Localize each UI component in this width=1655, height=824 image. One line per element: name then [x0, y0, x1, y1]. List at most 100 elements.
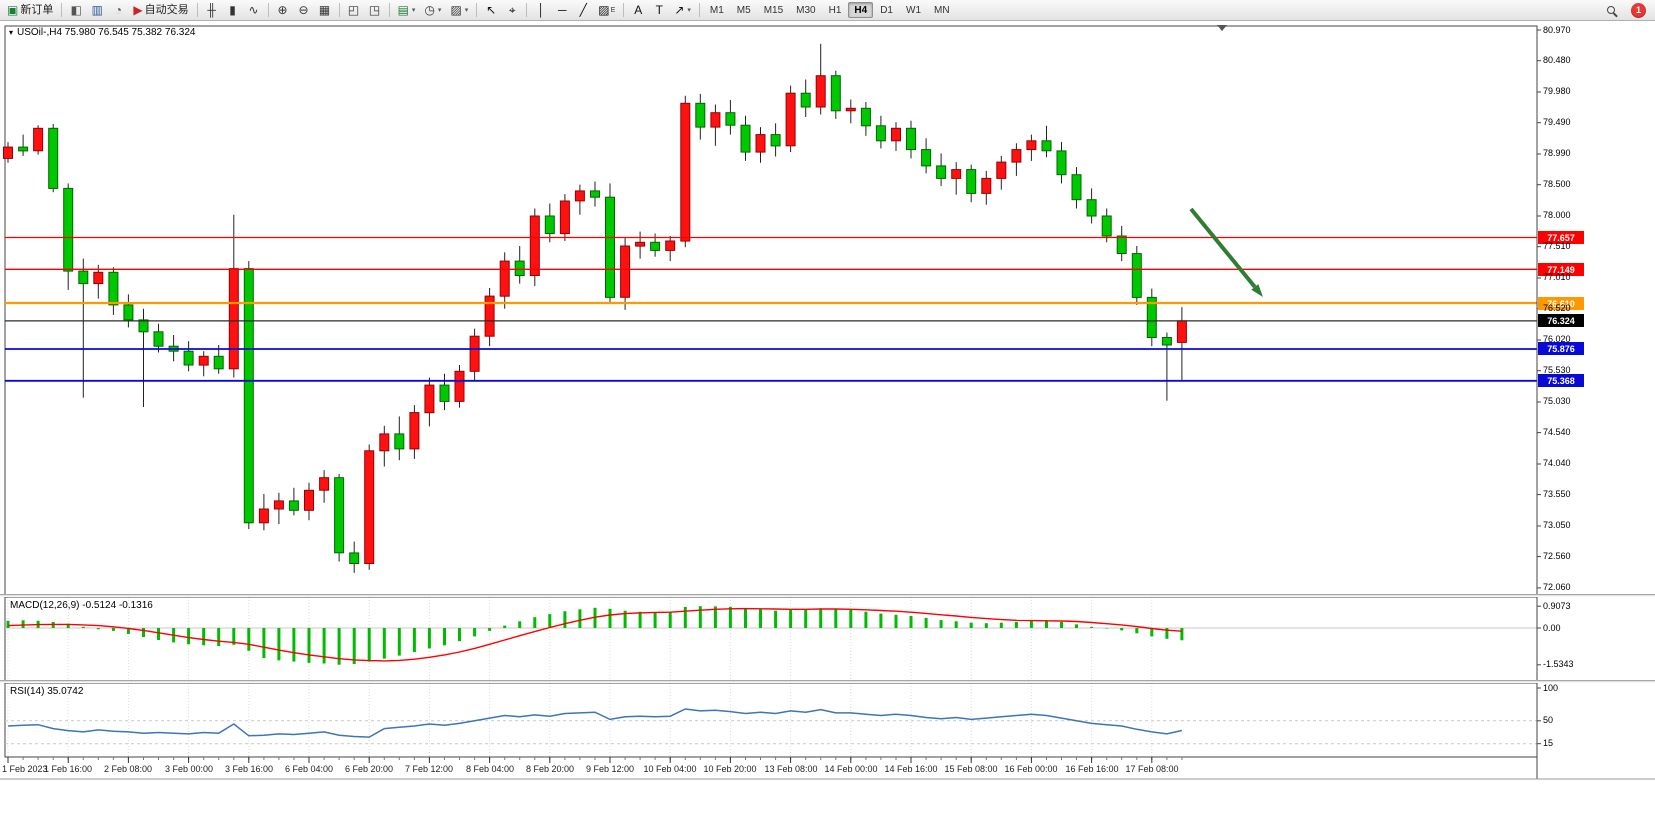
price-axis-label: 80.970: [1543, 25, 1571, 35]
autotrading-icon: ▶: [133, 3, 143, 17]
candle: [891, 122, 901, 151]
candle-body: [936, 165, 947, 179]
chart-canvas[interactable]: [0, 21, 1655, 781]
candle: [439, 373, 450, 411]
price-axis-label: 78.990: [1543, 148, 1571, 158]
timeframe-m1-button[interactable]: M1: [709, 4, 724, 16]
current-price-badge: 76.324: [1538, 314, 1584, 327]
arrows-menu-button[interactable]: ↗ ▾: [670, 2, 695, 19]
timeframe-w1-button[interactable]: W1: [906, 4, 921, 16]
candle: [1056, 142, 1067, 184]
toolbar-right-group: 1: [1601, 2, 1652, 19]
zoom-in-button[interactable]: ⊕: [273, 2, 293, 19]
tile-windows-icon: ◰: [347, 3, 360, 17]
template-icon: ▨: [450, 3, 462, 17]
candle: [123, 294, 134, 328]
zoom-out-button[interactable]: ⊖: [294, 2, 314, 19]
macd-axis-label: -1.5343: [1543, 659, 1574, 669]
candle-body: [1116, 235, 1127, 254]
new-chart-icon: ▤: [397, 3, 409, 17]
text-icon: A: [634, 3, 643, 17]
candle: [710, 104, 721, 146]
candle-body: [364, 450, 375, 564]
price-axis-label: 78.500: [1543, 179, 1571, 189]
candle-body: [304, 489, 314, 511]
panel-splitter[interactable]: [0, 594, 1655, 597]
time-axis-label: 3 Feb 16:00: [224, 764, 274, 774]
template-menu-button[interactable]: ▨ ▾: [446, 2, 472, 19]
expand-icon[interactable]: ▾: [9, 28, 14, 37]
trendline-button[interactable]: ╱: [573, 2, 593, 19]
clock-icon: ◷: [424, 3, 435, 17]
new-order-button[interactable]: ▣ 新订单: [3, 2, 57, 19]
vertical-line-icon: │: [537, 3, 546, 17]
vertical-line-button[interactable]: │: [531, 2, 551, 19]
time-axis-label: 14 Feb 00:00: [824, 764, 878, 774]
candle-body: [334, 477, 345, 554]
candle-body: [740, 124, 751, 153]
text-label-button[interactable]: T: [649, 2, 669, 19]
candle-body: [875, 125, 886, 142]
bar-chart-button[interactable]: ╫: [202, 2, 222, 19]
price-axis-label: 75.030: [1543, 396, 1571, 406]
toolbar-buttons: ▣ 新订单 ◧ ▥ ◔ ▶ 自动交易 ╫ ▮ ∿ ⊕ ⊖ ▦ ◰ ◳ ▤ ▾ ◷ ▾ ▨ ▾ ↖ ⌖ │ ─ ╱ ▨ E A T ↗ ▾: [3, 2, 703, 19]
candle-body: [1146, 296, 1157, 338]
timeframe-m5-button[interactable]: M5: [736, 4, 751, 16]
candle-body: [394, 433, 405, 450]
price-axis-label: 73.050: [1543, 520, 1571, 530]
cascade-windows-button[interactable]: ◳: [365, 2, 385, 19]
new-chart-button[interactable]: ▤ ▾: [394, 2, 420, 19]
candle: [740, 115, 751, 161]
candle-body: [1161, 337, 1172, 346]
candle-body: [499, 260, 510, 297]
timeframe-h4-button[interactable]: H4: [848, 2, 874, 18]
time-axis-label: 6 Feb 04:00: [284, 764, 334, 774]
chart-shift-marker[interactable]: [1217, 25, 1227, 31]
candle: [379, 425, 390, 467]
autotrading-button[interactable]: ▶ 自动交易: [129, 2, 192, 19]
symbol-ohlc-text: USOil-,H4 75.980 76.545 75.382 76.324: [17, 27, 196, 38]
timeframe-toolbar: M1 M5 M15 M30 H1 H4 D1 W1 MN: [704, 2, 956, 18]
chart-window-button[interactable]: ◧: [66, 2, 86, 19]
period-menu-button[interactable]: ◷ ▾: [420, 2, 445, 19]
timeframe-m30-button[interactable]: M30: [796, 4, 816, 16]
candlestick-button[interactable]: ▮: [223, 2, 243, 19]
candle: [3, 142, 13, 163]
candle: [951, 162, 962, 195]
horizontal-line-button[interactable]: ─: [552, 2, 572, 19]
channel-button[interactable]: ▨ E: [594, 2, 619, 19]
trend-arrow[interactable]: [1189, 207, 1257, 289]
candle: [680, 95, 691, 248]
text-button[interactable]: A: [628, 2, 648, 19]
candle: [635, 231, 646, 259]
search-button[interactable]: [1601, 2, 1621, 19]
candle-body: [108, 271, 119, 306]
grid-button[interactable]: ▦: [315, 2, 335, 19]
tile-windows-button[interactable]: ◰: [344, 2, 364, 19]
candle: [1026, 134, 1037, 161]
time-axis-label: 2 Feb 08:00: [103, 764, 153, 774]
data-window-button[interactable]: ◔: [108, 2, 128, 19]
price-axis-label: 72.060: [1543, 582, 1571, 592]
rsi-panel-frame: [4, 682, 1538, 758]
candle: [1011, 143, 1022, 176]
market-watch-button[interactable]: ▥: [87, 2, 107, 19]
cursor-button[interactable]: ↖: [481, 2, 501, 19]
candle-body: [785, 92, 796, 147]
candle-body: [243, 268, 254, 524]
panel-splitter[interactable]: [0, 680, 1655, 683]
line-chart-button[interactable]: ∿: [244, 2, 264, 19]
candle-body: [544, 215, 555, 234]
candle-body: [439, 384, 450, 402]
timeframe-d1-button[interactable]: D1: [880, 4, 893, 16]
candle-body: [860, 107, 871, 127]
crosshair-button[interactable]: ⌖: [502, 2, 522, 19]
timeframe-mn-button[interactable]: MN: [934, 4, 950, 16]
candle-body: [830, 75, 841, 112]
toolbar: ▣ 新订单 ◧ ▥ ◔ ▶ 自动交易 ╫ ▮ ∿ ⊕ ⊖ ▦ ◰ ◳ ▤ ▾ ◷ ▾ ▨ ▾ ↖ ⌖ │ ─ ╱ ▨ E A T ↗ ▾ M1…: [0, 0, 1655, 21]
timeframe-m15-button[interactable]: M15: [763, 4, 784, 16]
candle-body: [1011, 149, 1022, 163]
time-axis-label: 15 Feb 08:00: [944, 764, 998, 774]
notification-badge[interactable]: 1: [1631, 2, 1646, 18]
timeframe-h1-button[interactable]: H1: [828, 4, 842, 16]
